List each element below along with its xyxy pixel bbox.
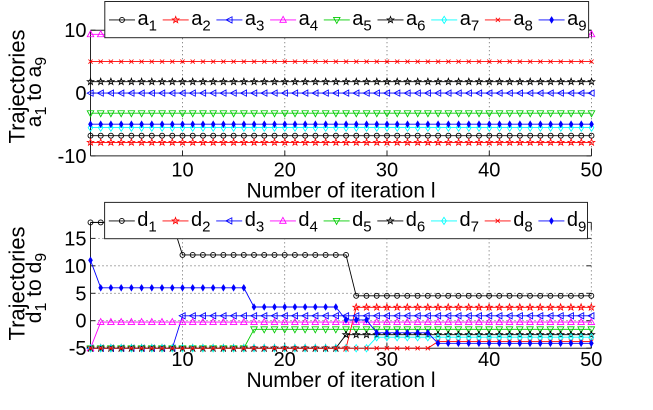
svg-text:-5: -5 [69, 338, 87, 360]
svg-text:d1 to d9: d1 to d9 [23, 253, 50, 323]
svg-text:50: 50 [580, 160, 602, 182]
svg-text:40: 40 [478, 160, 500, 182]
svg-text:0: 0 [75, 311, 86, 333]
svg-text:Trajectories: Trajectories [5, 29, 30, 143]
svg-text:10: 10 [171, 160, 193, 182]
svg-text:20: 20 [274, 160, 296, 182]
svg-text:0: 0 [75, 83, 86, 105]
svg-text:a1 to a9: a1 to a9 [23, 57, 50, 127]
svg-text:10: 10 [64, 256, 86, 278]
svg-text:-10: -10 [58, 146, 87, 168]
svg-text:Number of iteration l: Number of iteration l [246, 369, 435, 392]
svg-text:50: 50 [580, 349, 602, 371]
svg-text:5: 5 [75, 283, 86, 305]
svg-text:40: 40 [478, 349, 500, 371]
svg-text:30: 30 [376, 349, 398, 371]
svg-text:Number of iteration l: Number of iteration l [246, 180, 435, 203]
svg-text:10: 10 [64, 20, 86, 42]
svg-text:30: 30 [376, 160, 398, 182]
svg-text:10: 10 [171, 349, 193, 371]
svg-text:15: 15 [64, 228, 86, 250]
svg-text:20: 20 [274, 349, 296, 371]
svg-text:Trajectories: Trajectories [5, 226, 30, 340]
